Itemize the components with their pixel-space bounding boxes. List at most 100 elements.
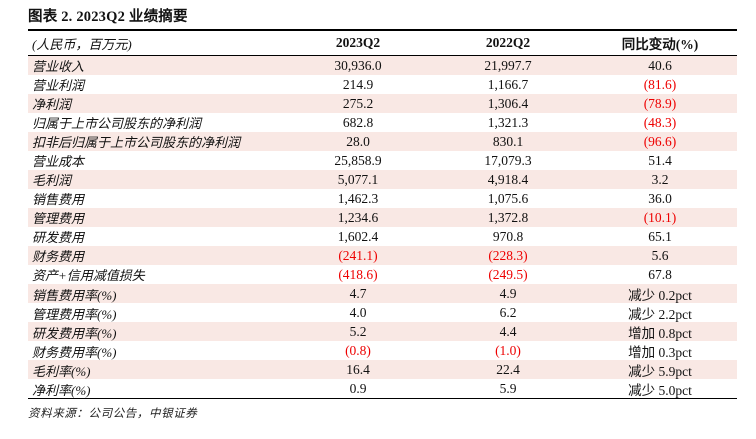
table-row: 毛利率(%) 16.4 22.4 减少 5.9pct xyxy=(28,360,737,379)
cell-2022q2: 22.4 xyxy=(496,362,520,377)
row-label: 销售费用 xyxy=(32,192,85,207)
figure-title: 图表 2. 2023Q2 业绩摘要 xyxy=(28,7,737,31)
cell-yoy-change: 67.8 xyxy=(648,266,672,282)
row-label: 财务费用 xyxy=(32,249,85,264)
cell-yoy-change: (10.1) xyxy=(643,209,677,225)
row-label: 财务费用率(%) xyxy=(32,344,117,360)
row-label: 毛利润 xyxy=(32,173,72,188)
table-row: 毛利润 5,077.1 4,918.4 3.2 xyxy=(28,170,737,189)
cell-yoy-change: (81.6) xyxy=(643,76,677,92)
cell-2023q2: (418.6) xyxy=(338,266,378,282)
cell-2022q2: 1,166.7 xyxy=(487,76,529,92)
table-row: 研发费用 1,602.4 970.8 65.1 xyxy=(28,227,737,246)
table-row: 净利润 275.2 1,306.4 (78.9) xyxy=(28,94,737,113)
row-label: 研发费用率(%) xyxy=(32,325,117,341)
cell-2023q2: (0.8) xyxy=(345,343,371,358)
cell-yoy-change: 65.1 xyxy=(648,228,672,244)
row-label: 资产+信用减值损失 xyxy=(32,268,145,283)
table-row: 管理费用率(%) 4.0 6.2 减少 2.2pct xyxy=(28,303,737,322)
table-row: 财务费用率(%) (0.8) (1.0) 增加 0.3pct xyxy=(28,341,737,360)
cell-2022q2: 5.9 xyxy=(499,381,517,396)
row-label: 净利润 xyxy=(32,97,72,112)
row-label: 管理费用 xyxy=(32,211,85,226)
cell-2023q2: 25,858.9 xyxy=(334,152,382,168)
cell-2022q2: 1,075.6 xyxy=(487,190,529,206)
table-row: 资产+信用减值损失 (418.6) (249.5) 67.8 xyxy=(28,265,737,284)
cell-yoy-change: (78.9) xyxy=(643,95,677,111)
table-row: 归属于上市公司股东的净利润 682.8 1,321.3 (48.3) xyxy=(28,113,737,132)
cell-2023q2: 5.2 xyxy=(349,324,367,339)
cell-yoy-change: 减少 0.2pct xyxy=(628,288,692,303)
col-header-2022q2: 2022Q2 xyxy=(485,35,531,50)
cell-2022q2: (249.5) xyxy=(488,266,528,282)
cell-yoy-change: (48.3) xyxy=(643,114,677,130)
table-row: 销售费用 1,462.3 1,075.6 36.0 xyxy=(28,189,737,208)
cell-2022q2: 21,997.7 xyxy=(484,57,532,73)
cell-2023q2: 1,602.4 xyxy=(337,228,379,244)
cell-2023q2: 0.9 xyxy=(349,381,367,396)
col-header-2023q2: 2023Q2 xyxy=(335,35,381,50)
cell-2023q2: (241.1) xyxy=(338,247,378,263)
cell-yoy-change: 51.4 xyxy=(648,152,672,168)
table-row: 营业收入 30,936.0 21,997.7 40.6 xyxy=(28,56,737,75)
cell-yoy-change: 减少 2.2pct xyxy=(628,307,692,322)
cell-yoy-change: (96.6) xyxy=(643,133,677,149)
cell-2022q2: 970.8 xyxy=(492,228,524,244)
cell-2022q2: 830.1 xyxy=(492,133,524,149)
unit-label: (人民币，百万元) xyxy=(32,36,132,52)
cell-2023q2: 4.7 xyxy=(349,286,367,301)
row-label: 扣非后归属于上市公司股东的净利润 xyxy=(32,135,241,150)
cell-2022q2: 6.2 xyxy=(499,305,517,320)
cell-yoy-change: 减少 5.9pct xyxy=(628,364,692,379)
row-label: 研发费用 xyxy=(32,230,85,245)
cell-2023q2: 5,077.1 xyxy=(337,171,379,187)
cell-yoy-change: 36.0 xyxy=(648,190,672,206)
cell-2022q2: (1.0) xyxy=(495,343,521,358)
cell-2023q2: 214.9 xyxy=(342,76,374,92)
cell-2023q2: 4.0 xyxy=(349,305,367,320)
row-label: 营业收入 xyxy=(32,59,85,74)
cell-2023q2: 1,462.3 xyxy=(337,190,379,206)
cell-2022q2: 4.4 xyxy=(499,324,517,339)
figure-performance-summary: 图表 2. 2023Q2 业绩摘要 (人民币，百万元) 2023Q2 2022Q… xyxy=(28,7,737,420)
cell-2023q2: 682.8 xyxy=(342,114,374,130)
cell-yoy-change: 40.6 xyxy=(648,57,672,73)
row-label: 营业利润 xyxy=(32,78,85,93)
cell-2022q2: 4,918.4 xyxy=(487,171,529,187)
cell-yoy-change: 增加 0.3pct xyxy=(628,345,692,360)
cell-yoy-change: 3.2 xyxy=(651,171,669,187)
cell-2022q2: 1,321.3 xyxy=(487,114,529,130)
table-row: 销售费用率(%) 4.7 4.9 减少 0.2pct xyxy=(28,284,737,303)
cell-yoy-change: 增加 0.8pct xyxy=(628,326,692,341)
row-label: 毛利率(%) xyxy=(32,363,91,379)
table-row: 研发费用率(%) 5.2 4.4 增加 0.8pct xyxy=(28,322,737,341)
row-label: 归属于上市公司股东的净利润 xyxy=(32,116,202,131)
cell-yoy-change: 减少 5.0pct xyxy=(628,383,692,398)
table-row: 净利率(%) 0.9 5.9 减少 5.0pct xyxy=(28,379,737,398)
table-row: 营业利润 214.9 1,166.7 (81.6) xyxy=(28,75,737,94)
summary-table: (人民币，百万元) 2023Q2 2022Q2 同比变动(%) 营业收入 30,9… xyxy=(28,31,737,399)
cell-2023q2: 16.4 xyxy=(346,362,370,377)
row-label: 营业成本 xyxy=(32,154,85,169)
table-header-row: (人民币，百万元) 2023Q2 2022Q2 同比变动(%) xyxy=(28,31,737,56)
cell-2023q2: 275.2 xyxy=(342,95,374,111)
col-header-yoy-change: 同比变动(%) xyxy=(621,37,699,52)
cell-2022q2: (228.3) xyxy=(488,247,528,263)
cell-2023q2: 28.0 xyxy=(346,133,370,149)
cell-2023q2: 1,234.6 xyxy=(337,209,379,225)
cell-2022q2: 1,306.4 xyxy=(487,95,529,111)
cell-2022q2: 1,372.8 xyxy=(487,209,529,225)
table-row: 财务费用 (241.1) (228.3) 5.6 xyxy=(28,246,737,265)
cell-2023q2: 30,936.0 xyxy=(334,57,382,73)
source-note: 资料来源：公司公告，中银证券 xyxy=(28,408,198,420)
table-row: 管理费用 1,234.6 1,372.8 (10.1) xyxy=(28,208,737,227)
table-row: 扣非后归属于上市公司股东的净利润 28.0 830.1 (96.6) xyxy=(28,132,737,151)
table-row: 营业成本 25,858.9 17,079.3 51.4 xyxy=(28,151,737,170)
table-body: 营业收入 30,936.0 21,997.7 40.6 营业利润 214.9 1,166.7… xyxy=(28,56,737,399)
row-label: 净利率(%) xyxy=(32,382,91,398)
cell-yoy-change: 5.6 xyxy=(651,247,669,263)
row-label: 管理费用率(%) xyxy=(32,306,117,322)
cell-2022q2: 17,079.3 xyxy=(484,152,532,168)
row-label: 销售费用率(%) xyxy=(32,287,117,303)
cell-2022q2: 4.9 xyxy=(499,286,517,301)
